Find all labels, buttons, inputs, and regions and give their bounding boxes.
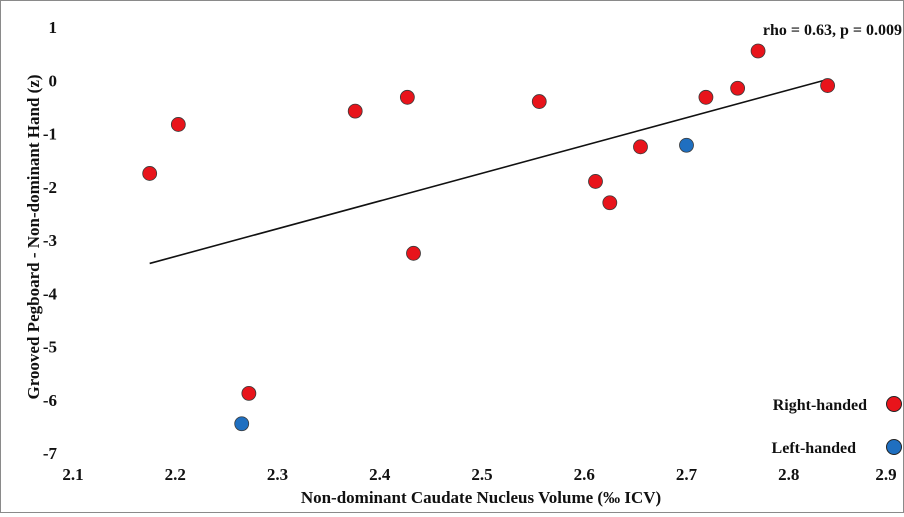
data-point-right-handed xyxy=(730,80,746,96)
trendline-group xyxy=(149,79,825,265)
y-tick-label: -7 xyxy=(43,444,58,463)
y-tick-label: -1 xyxy=(43,125,57,144)
data-point-left-handed xyxy=(679,137,694,153)
trendline xyxy=(149,79,825,265)
x-tick-label: 2.6 xyxy=(574,465,595,484)
x-tick-label: 2.7 xyxy=(676,465,698,484)
data-point-right-handed xyxy=(698,89,714,105)
y-axis-label: Grooved Pegboard - Non-dominant Hand (z) xyxy=(24,74,43,399)
correlation-annotation: rho = 0.63, p = 0.009 xyxy=(763,22,902,39)
y-tick-label: -4 xyxy=(43,284,58,303)
x-tick-label: 2.9 xyxy=(875,465,896,484)
data-point-right-handed xyxy=(820,78,836,93)
data-point-right-handed xyxy=(399,89,415,105)
data-point-right-handed xyxy=(170,117,186,132)
y-tick-label: -2 xyxy=(43,178,57,197)
axis-labels: Non-dominant Caudate Nucleus Volume (‰ I… xyxy=(24,74,661,507)
legend-label-left-handed: Left-handed xyxy=(772,440,857,457)
y-tick-label: 1 xyxy=(49,18,58,37)
y-tick-label: -3 xyxy=(43,231,57,250)
data-point-right-handed xyxy=(602,195,618,211)
data-point-right-handed xyxy=(588,174,603,189)
data-point-right-handed xyxy=(241,385,257,401)
y-tick-labels: 1 0 -1 -2 -3 -4 -5 -6 -7 xyxy=(43,18,58,463)
y-tick-label: -5 xyxy=(43,338,57,357)
data-points xyxy=(142,43,836,432)
data-point-right-handed xyxy=(633,139,648,155)
x-tick-label: 2.4 xyxy=(369,465,391,484)
data-point-right-handed xyxy=(531,94,547,109)
legend: Right-handed Left-handed xyxy=(772,396,902,457)
legend-marker-left-handed xyxy=(886,439,902,455)
data-point-right-handed xyxy=(406,245,421,261)
x-tick-label: 2.3 xyxy=(267,465,288,484)
legend-label-right-handed: Right-handed xyxy=(773,397,867,414)
legend-marker-right-handed xyxy=(886,396,902,412)
data-point-left-handed xyxy=(234,416,250,432)
x-tick-labels: 2.1 2.2 2.3 2.4 2.5 2.6 2.7 2.8 2.9 xyxy=(62,465,896,484)
data-point-right-handed xyxy=(750,43,766,59)
x-tick-label: 2.5 xyxy=(471,465,492,484)
y-tick-label: -6 xyxy=(43,391,57,410)
y-tick-label: 0 xyxy=(49,71,58,90)
data-point-right-handed xyxy=(142,166,158,181)
data-point-right-handed xyxy=(347,103,363,119)
x-tick-label: 2.8 xyxy=(778,465,799,484)
x-tick-label: 2.1 xyxy=(62,465,83,484)
x-tick-label: 2.2 xyxy=(165,465,186,484)
x-axis-label: Non-dominant Caudate Nucleus Volume (‰ I… xyxy=(301,488,661,507)
